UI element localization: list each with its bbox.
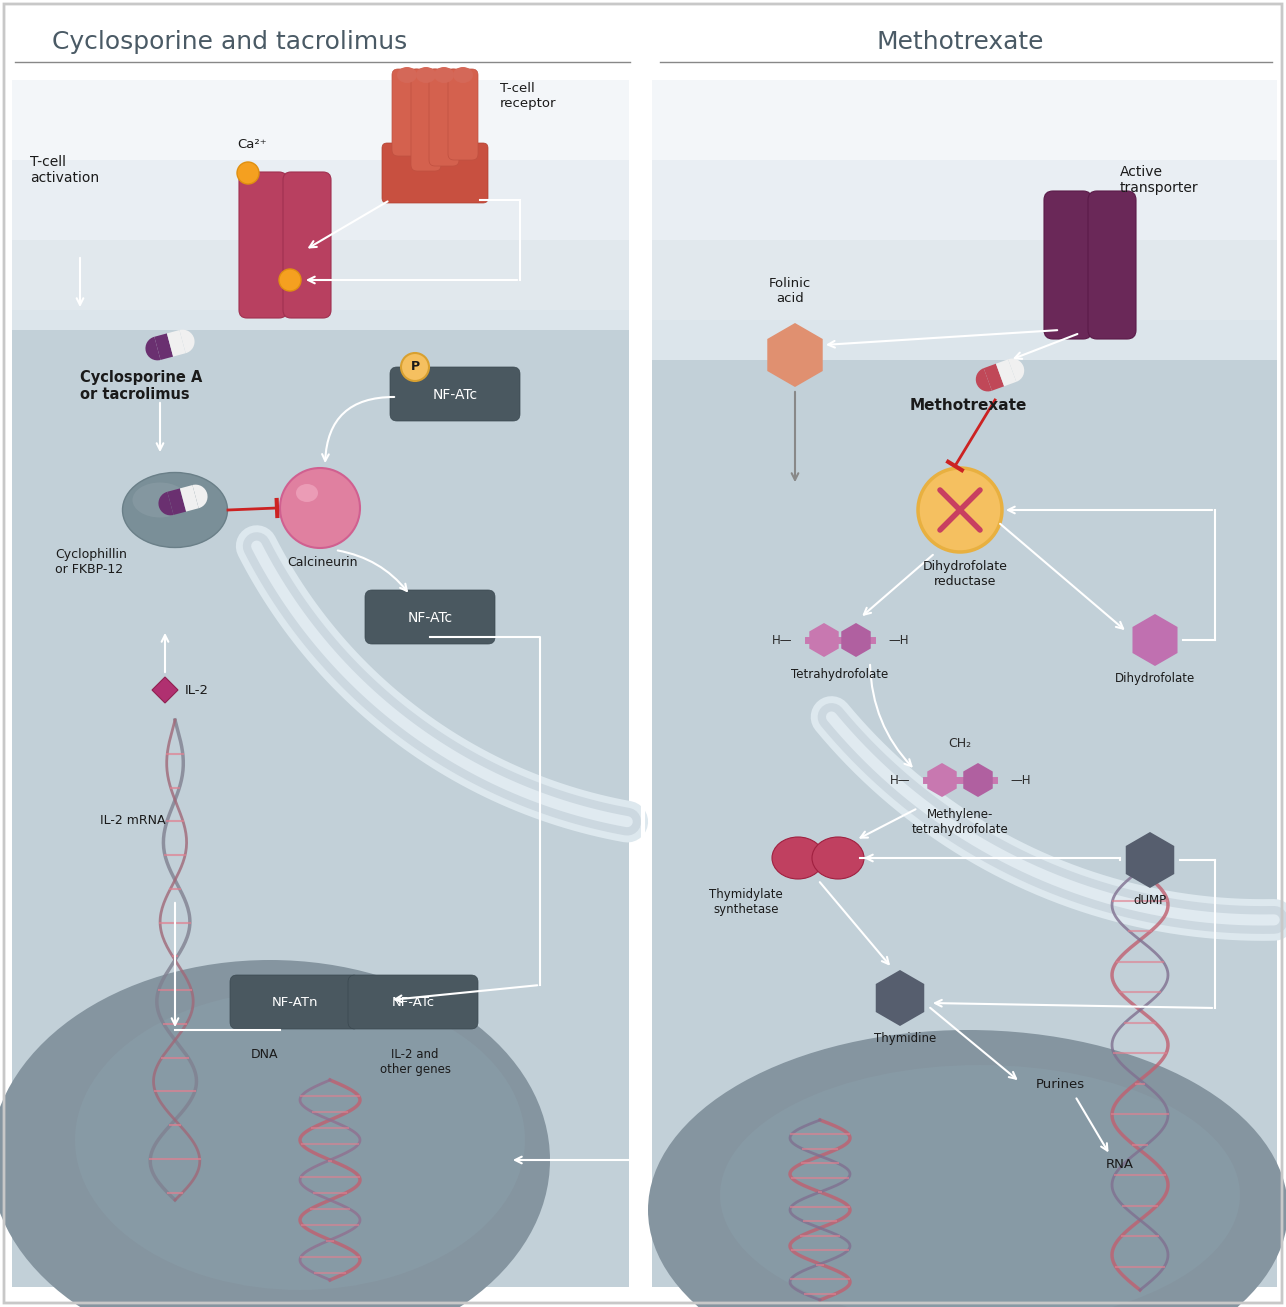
Wedge shape — [976, 369, 992, 391]
FancyBboxPatch shape — [390, 367, 520, 421]
Text: Methylene-
tetrahydrofolate: Methylene- tetrahydrofolate — [912, 808, 1008, 836]
Text: NF-ATc: NF-ATc — [391, 996, 435, 1009]
Text: Thymidylate
synthetase: Thymidylate synthetase — [709, 887, 783, 916]
Text: Folinic
acid: Folinic acid — [769, 277, 811, 305]
Ellipse shape — [648, 1030, 1286, 1307]
Text: Dihydrofolate: Dihydrofolate — [1115, 672, 1195, 685]
Text: NF-ATc: NF-ATc — [408, 610, 453, 625]
FancyBboxPatch shape — [12, 80, 629, 329]
Text: IL-2 and
other genes: IL-2 and other genes — [379, 1048, 450, 1076]
FancyBboxPatch shape — [430, 69, 459, 166]
Text: —H: —H — [1010, 774, 1030, 787]
Wedge shape — [180, 329, 194, 353]
Bar — [167, 489, 186, 515]
FancyBboxPatch shape — [12, 80, 629, 310]
FancyBboxPatch shape — [239, 173, 287, 318]
Ellipse shape — [433, 67, 454, 84]
Text: Cyclosporine and tacrolimus: Cyclosporine and tacrolimus — [53, 30, 408, 54]
Text: T-cell
activation: T-cell activation — [30, 156, 99, 186]
Text: Ca²⁺: Ca²⁺ — [237, 139, 266, 152]
Text: NF-ATn: NF-ATn — [271, 996, 318, 1009]
Wedge shape — [1008, 358, 1024, 382]
Text: RNA: RNA — [1106, 1158, 1134, 1171]
FancyBboxPatch shape — [652, 80, 1277, 320]
Wedge shape — [158, 491, 174, 515]
FancyBboxPatch shape — [12, 80, 629, 240]
Text: T-cell
receptor: T-cell receptor — [500, 82, 557, 110]
Ellipse shape — [720, 1065, 1240, 1307]
FancyBboxPatch shape — [652, 80, 1277, 359]
FancyBboxPatch shape — [652, 80, 1277, 240]
Polygon shape — [1125, 833, 1174, 887]
FancyBboxPatch shape — [392, 69, 422, 156]
Ellipse shape — [415, 67, 436, 84]
Ellipse shape — [0, 961, 550, 1307]
Polygon shape — [768, 323, 823, 387]
Text: P: P — [410, 361, 419, 374]
Circle shape — [280, 468, 360, 548]
FancyBboxPatch shape — [448, 69, 478, 159]
Text: Purines: Purines — [1035, 1078, 1084, 1091]
FancyBboxPatch shape — [365, 589, 495, 644]
Ellipse shape — [453, 67, 473, 84]
Ellipse shape — [75, 989, 525, 1290]
FancyBboxPatch shape — [273, 178, 297, 217]
FancyBboxPatch shape — [652, 80, 1277, 159]
Ellipse shape — [122, 473, 228, 548]
FancyBboxPatch shape — [1044, 191, 1092, 339]
Polygon shape — [876, 970, 925, 1026]
FancyBboxPatch shape — [283, 173, 331, 318]
Text: Tetrahydrofolate: Tetrahydrofolate — [791, 668, 889, 681]
Text: CH₂: CH₂ — [949, 737, 971, 750]
Bar — [995, 359, 1016, 387]
Text: Active
transporter: Active transporter — [1120, 165, 1199, 195]
Bar — [167, 331, 185, 357]
Text: Methotrexate: Methotrexate — [910, 399, 1028, 413]
Polygon shape — [1133, 614, 1178, 667]
Text: Cyclosporine A
or tacrolimus: Cyclosporine A or tacrolimus — [80, 370, 202, 403]
FancyBboxPatch shape — [1075, 261, 1105, 328]
Text: IL-2: IL-2 — [185, 684, 210, 697]
FancyBboxPatch shape — [12, 80, 629, 1287]
Text: Cyclophillin
or FKBP-12: Cyclophillin or FKBP-12 — [55, 548, 127, 576]
Text: NF-ATc: NF-ATc — [432, 388, 477, 403]
Text: Thymidine: Thymidine — [874, 1033, 936, 1046]
Text: Dihydrofolate
reductase: Dihydrofolate reductase — [922, 559, 1007, 588]
Text: —H: —H — [889, 634, 908, 647]
Polygon shape — [927, 763, 957, 797]
Text: Methotrexate: Methotrexate — [876, 30, 1044, 54]
Bar — [984, 363, 1004, 391]
FancyBboxPatch shape — [349, 975, 478, 1029]
Text: dUMP: dUMP — [1133, 894, 1166, 907]
Circle shape — [918, 468, 1002, 552]
Bar — [154, 333, 174, 359]
Text: H—: H— — [772, 634, 792, 647]
Text: DNA: DNA — [251, 1048, 279, 1061]
Wedge shape — [193, 485, 207, 508]
Wedge shape — [145, 337, 161, 361]
Ellipse shape — [811, 836, 864, 880]
Ellipse shape — [296, 484, 318, 502]
FancyBboxPatch shape — [12, 80, 629, 159]
FancyBboxPatch shape — [273, 208, 297, 261]
Ellipse shape — [132, 482, 188, 518]
Text: Calcineurin: Calcineurin — [287, 555, 358, 569]
Text: IL-2 mRNA: IL-2 mRNA — [100, 813, 166, 826]
FancyBboxPatch shape — [382, 142, 487, 203]
Polygon shape — [841, 623, 871, 657]
Circle shape — [401, 353, 430, 382]
FancyBboxPatch shape — [652, 80, 1277, 1287]
Ellipse shape — [772, 836, 824, 880]
Polygon shape — [809, 623, 838, 657]
Ellipse shape — [397, 67, 417, 84]
FancyBboxPatch shape — [230, 975, 360, 1029]
Circle shape — [279, 269, 301, 291]
FancyBboxPatch shape — [412, 69, 441, 171]
Circle shape — [237, 162, 258, 184]
FancyBboxPatch shape — [1088, 191, 1136, 339]
Bar — [180, 485, 198, 511]
Polygon shape — [963, 763, 993, 797]
Text: H—: H— — [890, 774, 910, 787]
FancyBboxPatch shape — [1075, 197, 1105, 243]
